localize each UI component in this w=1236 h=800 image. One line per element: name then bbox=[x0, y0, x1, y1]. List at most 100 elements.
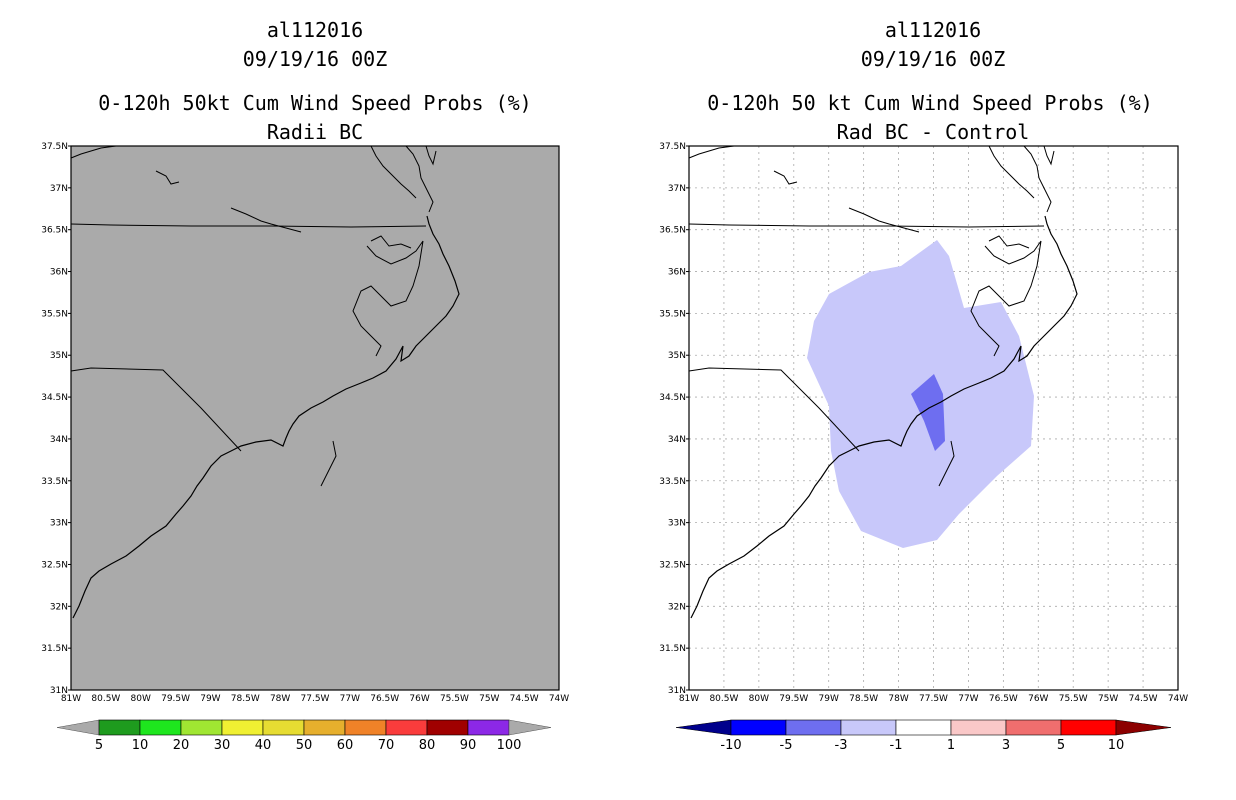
right-colorbar-label: 5 bbox=[1057, 738, 1065, 753]
left-lon-label: 74W bbox=[549, 694, 569, 704]
left-colorbar-label: 70 bbox=[378, 738, 395, 753]
right-colorbar-label: -3 bbox=[835, 738, 848, 753]
left-lon-label: 80W bbox=[131, 694, 151, 704]
right-colorbar-segment bbox=[1005, 719, 1062, 736]
right-colorbar-label: 10 bbox=[1108, 738, 1125, 753]
left-colorbar-label: 50 bbox=[296, 738, 313, 753]
right-lat-label: 37N bbox=[668, 184, 686, 194]
left-lon-label: 77W bbox=[340, 694, 360, 704]
right-lat-label: 37.5N bbox=[659, 142, 686, 152]
left-lat-label: 37N bbox=[50, 184, 68, 194]
right-storm-id: al112016 bbox=[884, 18, 982, 42]
left-colorbar-label: 30 bbox=[214, 738, 231, 753]
left-lon-label: 75.5W bbox=[440, 694, 469, 704]
left-map-fill bbox=[71, 146, 559, 690]
right-colorbar-label: -10 bbox=[720, 738, 741, 753]
left-lon-label: 76W bbox=[409, 694, 429, 704]
left-lon-label: 80.5W bbox=[91, 694, 120, 704]
left-colorbar-label: 5 bbox=[95, 738, 103, 753]
left-lon-label: 75W bbox=[479, 694, 499, 704]
left-colorbar-segment bbox=[221, 719, 264, 736]
right-lon-label: 78W bbox=[888, 694, 908, 704]
left-lon-label: 76.5W bbox=[370, 694, 399, 704]
right-lon-label: 79W bbox=[819, 694, 839, 704]
left-subtitle: Radii BC bbox=[266, 120, 364, 144]
left-lat-label: 31.5N bbox=[41, 644, 68, 654]
right-colorbar-low-arrow bbox=[675, 719, 732, 736]
right-lon-label: 80W bbox=[749, 694, 769, 704]
left-storm-id: al112016 bbox=[266, 18, 364, 42]
right-colorbar-segment bbox=[730, 719, 787, 736]
right-lat-label: 33N bbox=[668, 519, 686, 529]
left-colorbar-label: 20 bbox=[173, 738, 190, 753]
right-lon-label: 80.5W bbox=[709, 694, 738, 704]
right-lat-label: 35N bbox=[668, 351, 686, 361]
left-title: 0-120h 50kt Cum Wind Speed Probs (%) bbox=[98, 91, 532, 115]
right-colorbar: -10 -5 -3 -1 1 3 5 10 bbox=[675, 719, 1172, 753]
left-datetime: 09/19/16 00Z bbox=[242, 47, 388, 71]
right-lat-label: 32N bbox=[668, 602, 686, 612]
right-colorbar-label: 3 bbox=[1002, 738, 1010, 753]
right-colorbar-segment bbox=[785, 719, 842, 736]
right-lon-label: 74W bbox=[1168, 694, 1188, 704]
right-map-frame bbox=[688, 145, 1179, 691]
left-lat-label: 37.5N bbox=[41, 142, 68, 152]
right-colorbar-label: -1 bbox=[890, 738, 903, 753]
right-lon-label: 76W bbox=[1028, 694, 1048, 704]
right-colorbar-segment bbox=[840, 719, 897, 736]
right-lat-label: 34N bbox=[668, 435, 686, 445]
left-lat-label: 31N bbox=[50, 686, 68, 696]
left-colorbar: 5 10 20 30 40 50 60 70 80 90 100 bbox=[56, 719, 552, 753]
left-colorbar-segment bbox=[262, 719, 305, 736]
right-colorbar-label: 1 bbox=[947, 738, 955, 753]
left-map bbox=[70, 145, 560, 691]
right-lon-label: 77.5W bbox=[919, 694, 948, 704]
left-colorbar-label: 90 bbox=[460, 738, 477, 753]
right-map bbox=[688, 145, 1179, 691]
right-lat-label: 35.5N bbox=[659, 309, 686, 319]
left-axis-labels: 37.5N 37N 36.5N 36N 35.5N 35N 34.5N 34N 33.5N 33N… bbox=[41, 142, 569, 704]
right-title: 0-120h 50 kt Cum Wind Speed Probs (%) bbox=[707, 91, 1153, 115]
left-lon-label: 79W bbox=[200, 694, 220, 704]
right-lon-label: 77W bbox=[958, 694, 978, 704]
left-lat-label: 32N bbox=[50, 602, 68, 612]
left-lat-label: 36.5N bbox=[41, 226, 68, 236]
right-lon-label: 76.5W bbox=[989, 694, 1018, 704]
left-lat-label: 32.5N bbox=[41, 560, 68, 570]
left-colorbar-high-arrow bbox=[508, 719, 552, 736]
left-colorbar-segment bbox=[139, 719, 182, 736]
right-lon-label: 75W bbox=[1098, 694, 1118, 704]
right-lon-label: 81W bbox=[679, 694, 699, 704]
left-lat-label: 33N bbox=[50, 519, 68, 529]
left-colorbar-segment bbox=[344, 719, 387, 736]
right-lat-label: 33.5N bbox=[659, 477, 686, 487]
left-colorbar-low-arrow bbox=[56, 719, 100, 736]
right-lat-label: 34.5N bbox=[659, 393, 686, 403]
left-colorbar-segment bbox=[180, 719, 223, 736]
right-lat-label: 31N bbox=[668, 686, 686, 696]
left-colorbar-label: 40 bbox=[255, 738, 272, 753]
left-colorbar-segment bbox=[385, 719, 428, 736]
right-axis-labels: 37.5N 37N 36.5N 36N 35.5N 35N 34.5N 34N 33.5N 33N… bbox=[659, 142, 1188, 704]
right-lat-label: 36.5N bbox=[659, 226, 686, 236]
left-lat-label: 35.5N bbox=[41, 309, 68, 319]
left-lat-label: 35N bbox=[50, 351, 68, 361]
right-lon-label: 75.5W bbox=[1059, 694, 1088, 704]
left-lat-label: 36N bbox=[50, 268, 68, 278]
left-colorbar-label: 100 bbox=[497, 738, 522, 753]
right-lon-label: 74.5W bbox=[1129, 694, 1158, 704]
right-datetime: 09/19/16 00Z bbox=[860, 47, 1006, 71]
left-lat-label: 34N bbox=[50, 435, 68, 445]
right-colorbar-segment bbox=[895, 719, 952, 736]
left-colorbar-label: 10 bbox=[132, 738, 149, 753]
left-colorbar-segment bbox=[426, 719, 469, 736]
left-lon-label: 74.5W bbox=[510, 694, 539, 704]
prob-diff-dark-area bbox=[911, 374, 945, 451]
left-colorbar-segment bbox=[98, 719, 141, 736]
right-lat-label: 36N bbox=[668, 268, 686, 278]
right-lat-label: 31.5N bbox=[659, 644, 686, 654]
left-lat-label: 33.5N bbox=[41, 477, 68, 487]
left-lon-label: 78.5W bbox=[231, 694, 260, 704]
left-lat-label: 34.5N bbox=[41, 393, 68, 403]
